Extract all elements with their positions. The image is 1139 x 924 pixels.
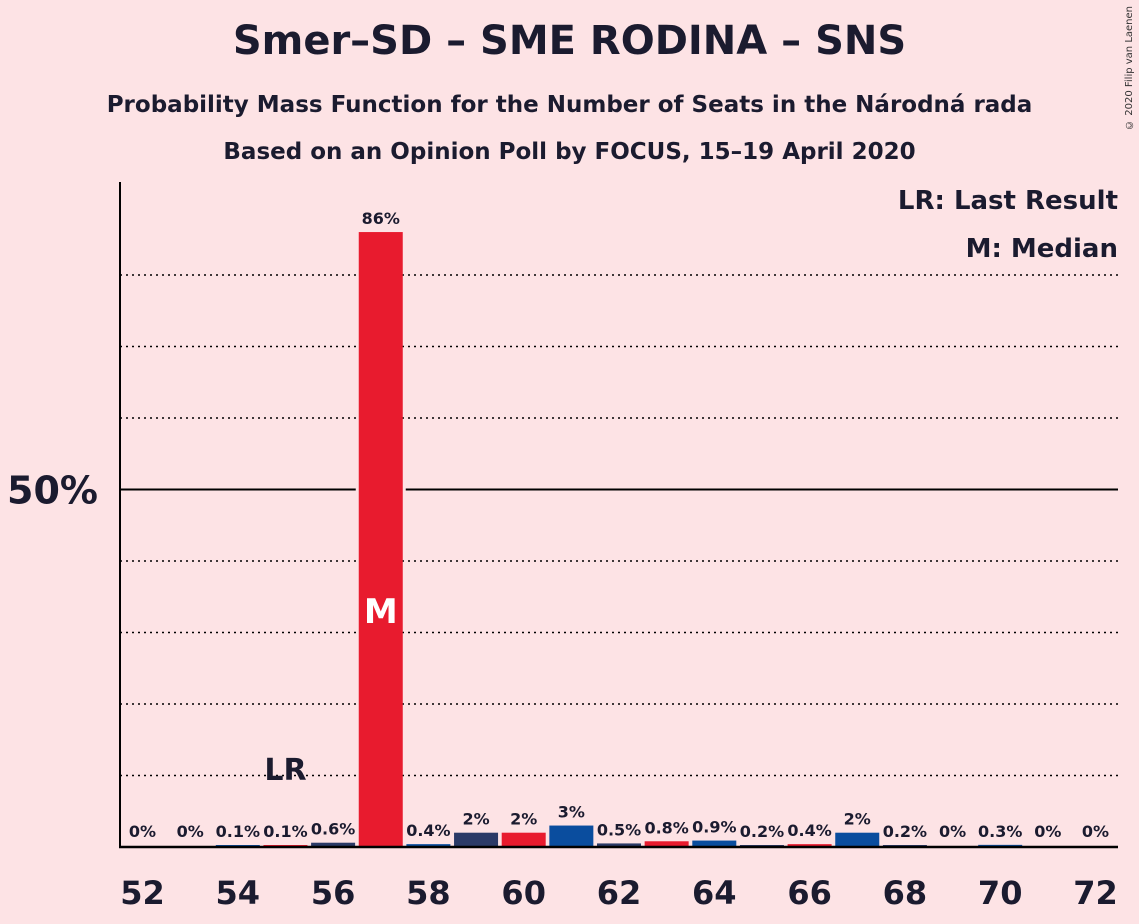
axes: 50% 52 54 56 58 60 62 64 66 68 70 72 xyxy=(7,182,1118,912)
data-label-59: 2% xyxy=(462,810,489,829)
x-tick-label-62: 62 xyxy=(597,874,642,912)
bar-66 xyxy=(787,844,832,847)
x-tick-label-58: 58 xyxy=(406,874,451,912)
chart-title: Smer–SD – SME RODINA – SNS xyxy=(232,18,907,64)
data-label-63: 0.8% xyxy=(644,818,688,837)
data-labels: 0% 0% 0.1% 0.1% 0.6%86%0.4%2% 2% 3%0.5% 0.8% 0.9… xyxy=(129,209,1109,841)
median-marker: M xyxy=(364,592,398,632)
bar-63 xyxy=(644,841,689,847)
data-label-60: 2% xyxy=(510,810,537,829)
chart-subtitle-poll: Based on an Opinion Poll by FOCUS, 15–19… xyxy=(223,139,916,165)
bar-64 xyxy=(692,840,737,847)
data-label-53: 0% xyxy=(177,822,204,841)
data-label-64: 0.9% xyxy=(692,818,736,837)
data-label-52: 0% xyxy=(129,822,156,841)
x-tick-label-54: 54 xyxy=(216,874,261,912)
bars xyxy=(215,232,1023,847)
bar-62 xyxy=(597,843,641,847)
bar-60 xyxy=(501,832,546,847)
x-tick-label-56: 56 xyxy=(311,874,356,912)
data-label-72: 0% xyxy=(1082,822,1109,841)
data-label-66: 0.4% xyxy=(787,821,831,840)
bar-56 xyxy=(311,842,356,847)
data-label-56: 0.6% xyxy=(311,820,355,839)
legend-last-result: LR: Last Result xyxy=(898,186,1118,216)
bar-58 xyxy=(406,844,451,847)
x-tick-label-70: 70 xyxy=(978,874,1023,912)
data-label-67: 2% xyxy=(844,810,871,829)
data-label-65: 0.2% xyxy=(740,822,784,841)
data-label-55: 0.1% xyxy=(263,822,307,841)
data-label-70: 0.3% xyxy=(978,822,1022,841)
x-tick-label-72: 72 xyxy=(1073,874,1118,912)
x-tick-label-68: 68 xyxy=(883,874,928,912)
data-label-71: 0% xyxy=(1034,822,1061,841)
bar-67 xyxy=(835,832,880,847)
data-label-54: 0.1% xyxy=(216,822,260,841)
bar-59 xyxy=(454,832,499,847)
data-label-68: 0.2% xyxy=(883,822,927,841)
bar-57 xyxy=(358,232,403,847)
gridlines xyxy=(120,274,1118,777)
data-label-58: 0.4% xyxy=(406,821,450,840)
x-tick-label-64: 64 xyxy=(692,874,737,912)
chart-subtitle: Probability Mass Function for the Number… xyxy=(106,92,1033,118)
x-tick-label-66: 66 xyxy=(787,874,832,912)
last-result-marker: LR xyxy=(264,753,306,788)
data-label-61: 3% xyxy=(558,803,585,822)
bar-61 xyxy=(549,825,594,847)
data-label-62: 0.5% xyxy=(597,820,641,839)
legend-median: M: Median xyxy=(966,234,1118,264)
x-tick-label-60: 60 xyxy=(501,874,546,912)
y-tick-label-50: 50% xyxy=(7,468,98,512)
data-label-57: 86% xyxy=(362,209,400,228)
data-label-69: 0% xyxy=(939,822,966,841)
x-tick-label-52: 52 xyxy=(120,874,165,912)
